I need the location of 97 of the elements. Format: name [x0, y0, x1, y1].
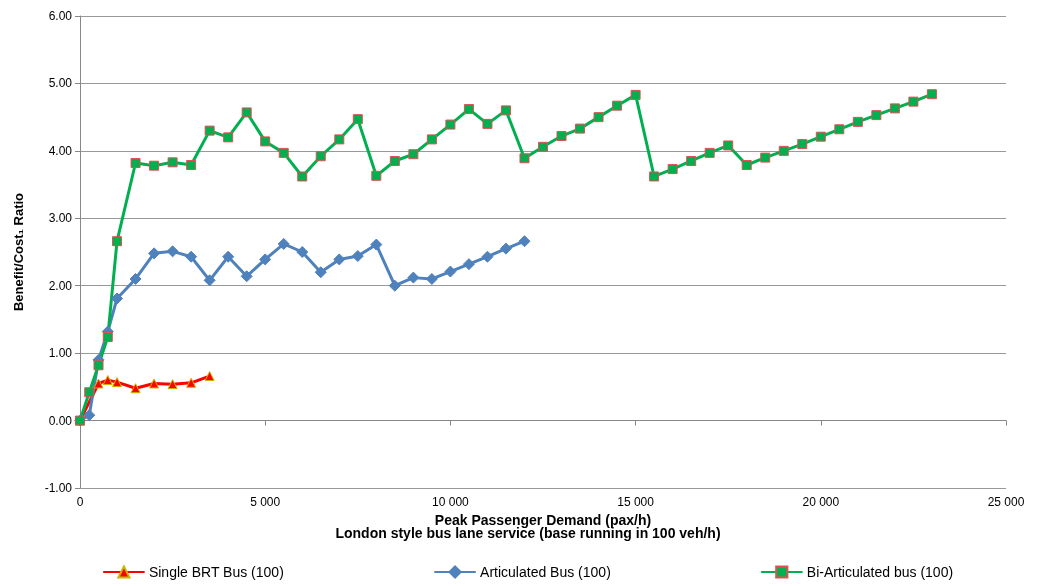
point	[203, 274, 216, 287]
x-tick-label: 25 000	[987, 495, 1025, 509]
point	[556, 131, 567, 142]
point	[204, 371, 215, 382]
point	[667, 164, 678, 175]
point	[129, 272, 142, 285]
point	[93, 378, 104, 389]
point	[112, 236, 123, 247]
y-tick-label: 1.00	[48, 346, 73, 361]
point	[388, 279, 401, 292]
point	[186, 160, 197, 171]
point	[575, 123, 586, 134]
point	[426, 134, 437, 145]
y-tick-label: 6.00	[48, 9, 73, 23]
point	[166, 245, 179, 258]
x-tick-label: 20 000	[802, 495, 840, 509]
point	[649, 171, 660, 182]
point	[741, 160, 752, 171]
y-tick-label: 0.00	[48, 413, 73, 428]
point	[112, 377, 123, 388]
point	[444, 265, 457, 278]
point	[630, 89, 641, 100]
point	[408, 149, 419, 160]
legend-label: Single BRT Bus (100)	[148, 564, 284, 580]
point	[277, 237, 290, 250]
point	[463, 104, 474, 115]
point	[102, 375, 113, 386]
point	[351, 250, 364, 263]
point	[500, 105, 511, 116]
point	[167, 157, 178, 168]
point	[538, 141, 548, 152]
point	[445, 119, 456, 130]
point	[315, 151, 326, 162]
point	[519, 153, 530, 164]
point	[612, 100, 623, 111]
point	[260, 136, 271, 147]
point	[222, 250, 235, 263]
point	[185, 250, 198, 263]
y-tick-label: 2.00	[48, 278, 73, 293]
point	[834, 124, 845, 135]
point	[499, 242, 512, 255]
x-tick-label: 10 000	[432, 495, 470, 509]
point	[593, 112, 604, 123]
point	[102, 331, 113, 342]
point	[852, 116, 863, 127]
point	[149, 378, 160, 389]
point	[93, 360, 104, 371]
point	[518, 235, 531, 248]
point	[204, 125, 215, 136]
point	[371, 170, 382, 181]
x-tick-label: 15 000	[617, 495, 655, 509]
point	[482, 118, 493, 129]
legend-label: Bi-Articulated bus (100)	[806, 564, 954, 580]
point	[84, 387, 95, 398]
point	[889, 103, 900, 114]
point	[333, 253, 346, 266]
legend-label: Articulated Bus (100)	[480, 564, 611, 580]
point	[352, 114, 363, 125]
point	[259, 253, 272, 266]
y-tick-label: 4.00	[48, 143, 73, 158]
point	[871, 110, 882, 121]
y-axis-title: Benefit/Cost₁ Ratio	[11, 192, 26, 312]
point	[130, 383, 141, 394]
point	[130, 157, 141, 168]
point	[926, 89, 937, 100]
point	[278, 147, 289, 158]
x-axis-title: Peak Passenger Demand (pax/h)	[434, 511, 652, 528]
y-tick-label: 5.00	[48, 76, 73, 91]
point	[240, 270, 253, 283]
point	[111, 292, 124, 305]
point	[223, 132, 234, 143]
point	[334, 134, 345, 145]
point	[908, 96, 919, 107]
y-tick-label: 3.00	[48, 211, 73, 226]
point	[186, 377, 197, 388]
point	[778, 145, 789, 156]
x-tick-label: 0	[76, 495, 84, 509]
point	[241, 107, 252, 118]
point	[462, 258, 475, 271]
point	[167, 379, 178, 390]
point	[704, 147, 715, 158]
point	[686, 155, 697, 166]
point	[760, 152, 771, 163]
point	[797, 139, 808, 150]
point	[389, 155, 400, 166]
point	[407, 271, 420, 284]
point	[723, 140, 734, 151]
y-tick-label: -1.00	[44, 481, 73, 495]
point	[296, 246, 309, 258]
x-tick-label: 5 000	[250, 495, 281, 509]
point	[815, 131, 826, 142]
point	[481, 250, 494, 263]
point	[149, 160, 160, 171]
point	[297, 171, 308, 182]
point	[370, 238, 383, 251]
point	[83, 409, 96, 422]
point	[314, 266, 327, 279]
